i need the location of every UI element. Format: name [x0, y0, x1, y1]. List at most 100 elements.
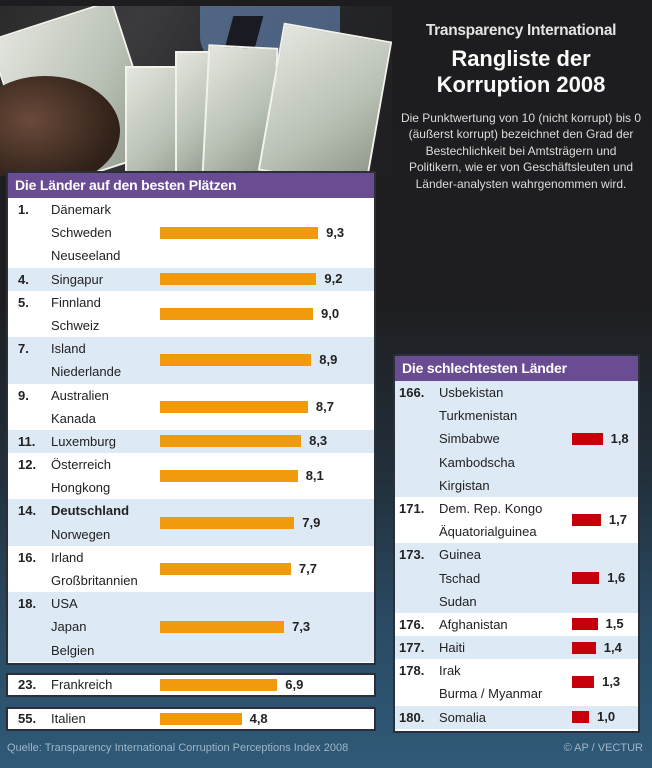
score-value: 9,3: [326, 224, 345, 240]
country-group: 171. Dem. Rep. Kongo Äquatorialguinea 1,7: [395, 497, 638, 543]
country-name: Kirgistan: [439, 477, 490, 493]
country-group: 11. Luxemburg 8,3: [8, 429, 374, 454]
money-photo: [0, 6, 392, 176]
rank-number: 11.: [18, 433, 36, 449]
score-bar: [160, 563, 291, 575]
country-group: 176. Afghanistan 1,5: [395, 613, 638, 636]
score-bar: [160, 226, 319, 239]
score-bar: [160, 354, 312, 367]
score-bar: [160, 679, 278, 691]
table-row: Niederlande: [8, 360, 374, 383]
country-group: 177. Haiti 1,4: [395, 636, 638, 660]
country-name: Irak: [439, 663, 461, 679]
rank-number: 4.: [18, 271, 29, 287]
rank-number: 12.: [18, 457, 37, 473]
country-name: Hongkong: [51, 480, 111, 496]
table-row: 178. Irak: [395, 659, 638, 682]
country-group: 178. Irak Burma / Myanmar 1,3: [395, 659, 638, 705]
worst-panel-title: Die schlechtesten Länder: [395, 356, 638, 381]
score-value: 8,3: [309, 433, 328, 449]
score-value: 6,9: [285, 677, 304, 692]
score-value: 1,0: [597, 709, 616, 725]
country-group: 180. Somalia 1,0: [395, 705, 638, 729]
score-bar: [572, 641, 596, 654]
table-row: 7. Island: [8, 337, 374, 360]
rank-number: 7.: [18, 341, 29, 357]
country-name: Irland: [51, 549, 84, 565]
rank-number: 55.: [18, 711, 37, 726]
table-row: Belgien: [8, 639, 374, 662]
score-bar: [160, 620, 285, 633]
country-name: Kambodscha: [439, 454, 515, 470]
country-name: Dem. Rep. Kongo: [439, 500, 543, 516]
table-row: 9. Australien: [8, 384, 374, 407]
table-row: Kanada: [8, 407, 374, 430]
country-group: 18. USA Japan Belgien 7,3: [8, 592, 374, 662]
table-row: Burma / Myanmar: [395, 682, 638, 705]
country-group: 4. Singapur 9,2: [8, 267, 374, 291]
country-name: Österreich: [51, 457, 111, 473]
table-row: Äquatorialguinea: [395, 520, 638, 543]
table-row: Neuseeland: [8, 244, 374, 267]
country-group: 1. Dänemark Schweden Neuseeland 9,3: [8, 198, 374, 268]
rank-number: 178.: [399, 663, 425, 679]
rank-number: 9.: [18, 387, 29, 403]
page-title: Rangliste der Korruption 2008: [436, 46, 606, 97]
country-group: 9. Australien Kanada 8,7: [8, 384, 374, 430]
credit: © AP / VECTUR: [563, 742, 643, 754]
score-value: 7,9: [302, 514, 321, 530]
extra-row-frankreich: 23. Frankreich 6,9: [6, 673, 376, 697]
score-bar: [572, 711, 589, 724]
country-name: Großbritannien: [51, 573, 138, 588]
country-name: Turkmenistan: [439, 408, 518, 424]
country-name: Schweiz: [51, 317, 100, 333]
country-name: Australien: [51, 387, 109, 403]
country-name: Dänemark: [51, 202, 111, 217]
score-value: 9,2: [324, 271, 343, 287]
table-row: Turkmenistan: [395, 404, 638, 427]
table-row: Kirgistan: [395, 474, 638, 497]
header: Transparency International Rangliste der…: [395, 22, 647, 192]
rank-number: 177.: [399, 640, 425, 656]
table-row: 171. Dem. Rep. Kongo: [395, 497, 638, 520]
country-name: Island: [51, 341, 86, 357]
country-name: Sudan: [439, 593, 477, 609]
table-row: 180. Somalia: [395, 706, 638, 729]
country-name: Japan: [51, 619, 87, 635]
score-value: 1,4: [603, 639, 622, 655]
score-bar: [160, 273, 317, 286]
country-name: USA: [51, 596, 78, 612]
country-name: Deutschland: [51, 503, 130, 519]
country-name: Burma / Myanmar: [439, 686, 543, 702]
score-value: 4,8: [249, 711, 268, 726]
score-bar: [160, 400, 308, 413]
score-value: 1,5: [605, 616, 624, 632]
table-row: 11. Luxemburg: [8, 430, 374, 453]
score-bar: [160, 307, 313, 320]
best-list: 1. Dänemark Schweden Neuseeland 9,3 4. Singapu…: [8, 198, 374, 662]
country-name: Finnland: [51, 294, 101, 310]
rank-number: 5.: [18, 294, 29, 310]
country-name: Luxemburg: [51, 433, 117, 449]
score-value: 8,9: [319, 352, 338, 368]
country-name: Neuseeland: [51, 248, 121, 264]
country-group: 5. Finnland Schweiz 9,0: [8, 291, 374, 337]
table-row: 173. Guinea: [395, 543, 638, 566]
country-name: Äquatorialguinea: [439, 524, 537, 540]
rank-number: 180.: [399, 709, 425, 725]
country-name: Italien: [51, 711, 86, 726]
country-name: Simbabwe: [439, 431, 500, 447]
table-row: 14. Deutschland: [8, 499, 374, 522]
rank-number: 16.: [18, 549, 37, 565]
country-name: Singapur: [51, 271, 104, 287]
country-group: 55. Italien 4,8: [8, 709, 374, 729]
table-row: 1. Dänemark: [8, 198, 374, 221]
extra-row-italien: 55. Italien 4,8: [6, 707, 376, 731]
rank-number: 18.: [18, 596, 37, 612]
worst-countries-panel: Die schlechtesten Länder 166. Usbekistan T…: [393, 354, 640, 733]
table-row: 166. Usbekistan: [395, 381, 638, 404]
score-value: 1,8: [610, 431, 629, 446]
country-group: 7. Island Niederlande 8,9: [8, 337, 374, 384]
country-name: Afghanistan: [439, 616, 508, 632]
table-row: Schweden: [8, 221, 374, 244]
